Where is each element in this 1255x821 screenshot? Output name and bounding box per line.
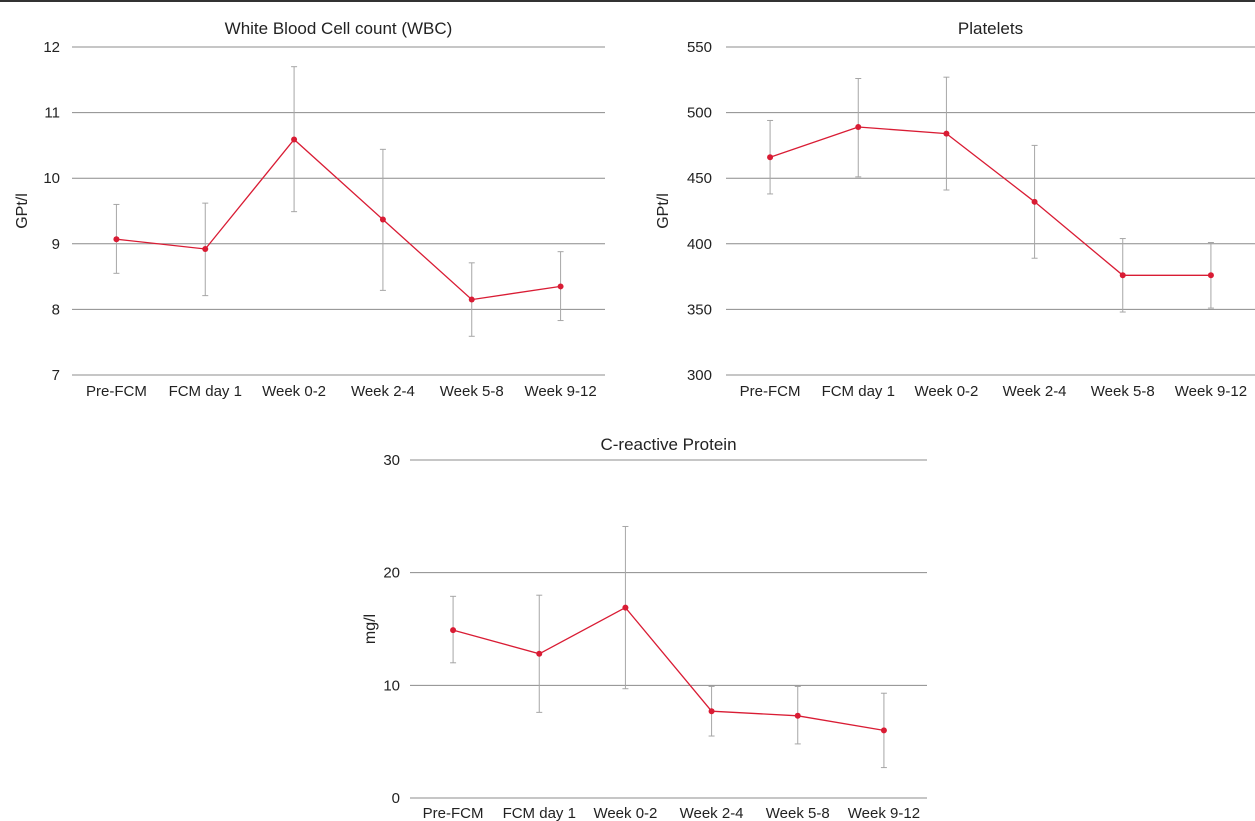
wbc-ytick-label: 12 <box>43 39 60 56</box>
platelets-data-point <box>1207 272 1214 279</box>
chart-wbc: 7 8 9 10 11 12 White Blood Cell count (WBC) GPt… <box>0 0 625 400</box>
wbc-ytick-label: 10 <box>43 170 60 187</box>
wbc-xtick-label: Pre-FCM <box>86 383 147 400</box>
platelets-ytick-label: 550 <box>687 39 712 56</box>
wbc-data-point <box>468 296 475 303</box>
platelets-ytick-label: 350 <box>687 301 712 318</box>
wbc-xtick-label: Week 2-4 <box>351 383 415 400</box>
crp-ytick-label: 0 <box>392 790 400 807</box>
wbc-xtick-label: FCM day 1 <box>169 383 242 400</box>
wbc-xtick-label: Week 9-12 <box>524 383 596 400</box>
crp-xtick-label: FCM day 1 <box>503 805 576 821</box>
crp-data-point <box>450 627 457 634</box>
platelets-xtick-label: Week 5-8 <box>1091 383 1155 400</box>
platelets-xtick-label: Week 9-12 <box>1175 383 1247 400</box>
wbc-series-line <box>116 138 561 301</box>
wbc-ytick-label: 8 <box>52 301 60 318</box>
wbc-title: White Blood Cell count (WBC) <box>225 19 453 38</box>
platelets-ytick-label: 450 <box>687 170 712 187</box>
crp-ytick-label: 10 <box>383 677 400 694</box>
crp-ylabel: mg/l <box>362 614 379 644</box>
wbc-ytick-label: 9 <box>52 236 60 253</box>
wbc-data-point <box>202 246 209 253</box>
crp-xtick-label: Week 2-4 <box>680 805 744 821</box>
platelets-data-point <box>1031 198 1038 205</box>
crp-data-point <box>708 708 715 715</box>
crp-xtick-label: Week 0-2 <box>593 805 657 821</box>
chart-wbc-svg: 7 8 9 10 11 12 White Blood Cell count (WBC) GPt… <box>14 19 605 400</box>
platelets-ytick-label: 500 <box>687 105 712 122</box>
crp-data-point <box>880 727 887 734</box>
wbc-ytick-label: 11 <box>44 105 60 122</box>
platelets-data-point <box>855 124 862 131</box>
platelets-series-line <box>769 126 1211 276</box>
wbc-xtick-label: Week 0-2 <box>262 383 326 400</box>
wbc-ytick-label: 7 <box>52 367 60 384</box>
platelets-xtick-label: Week 0-2 <box>914 383 978 400</box>
wbc-data-point <box>291 136 298 143</box>
wbc-data-point <box>379 216 386 223</box>
platelets-ytick-label: 300 <box>687 367 712 384</box>
crp-xtick-label: Week 9-12 <box>848 805 920 821</box>
crp-xtick-label: Pre-FCM <box>423 805 484 821</box>
chart-crp: 0 10 20 30 C-reactive Protein mg/l Pre-FCM FCM … <box>355 400 955 821</box>
platelets-xtick-label: FCM day 1 <box>822 383 895 400</box>
crp-ytick-label: 20 <box>383 565 400 582</box>
crp-data-point <box>622 604 629 611</box>
wbc-xtick-label: Week 5-8 <box>440 383 504 400</box>
platelets-ytick-label: 400 <box>687 236 712 253</box>
crp-ytick-label: 30 <box>383 452 400 469</box>
crp-title: C-reactive Protein <box>600 435 736 454</box>
platelets-data-point <box>1119 272 1126 279</box>
platelets-xtick-label: Week 2-4 <box>1003 383 1067 400</box>
platelets-data-point <box>767 154 774 161</box>
wbc-data-point <box>557 283 564 290</box>
platelets-title: Platelets <box>958 19 1023 38</box>
chart-platelets: 300 350 400 450 500 550 Platelets GPt/l Pre-FCM F… <box>642 0 1255 400</box>
platelets-ylabel: GPt/l <box>655 193 672 229</box>
top-border-line <box>0 0 1255 2</box>
crp-data-point <box>536 650 543 657</box>
platelets-data-point <box>943 130 950 137</box>
platelets-xtick-label: Pre-FCM <box>740 383 801 400</box>
crp-data-point <box>794 712 801 719</box>
wbc-data-point <box>113 236 120 243</box>
wbc-ylabel: GPt/l <box>14 193 31 229</box>
chart-platelets-svg: 300 350 400 450 500 550 Platelets GPt/l Pre-FCM F… <box>655 19 1255 400</box>
crp-xtick-label: Week 5-8 <box>766 805 830 821</box>
chart-crp-svg: 0 10 20 30 C-reactive Protein mg/l Pre-FCM FCM … <box>362 435 927 821</box>
crp-series-line <box>452 606 885 732</box>
